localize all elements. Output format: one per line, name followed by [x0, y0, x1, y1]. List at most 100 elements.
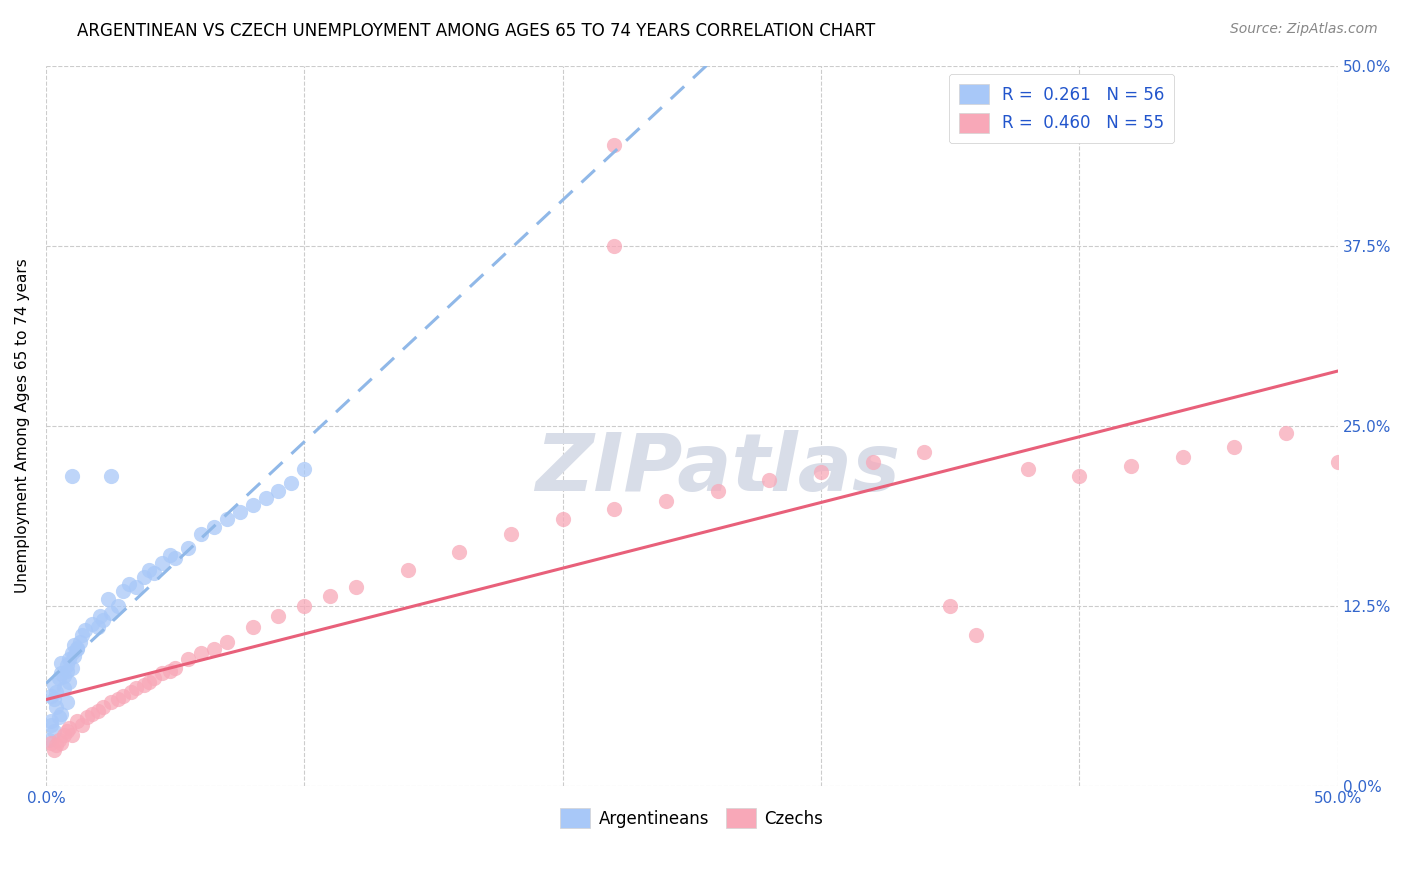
Point	[706, 483, 728, 498]
Point	[60, 646, 83, 660]
Text: ARGENTINEAN VS CZECH UNEMPLOYMENT AMONG AGES 65 TO 74 YEARS CORRELATION CHART: ARGENTINEAN VS CZECH UNEMPLOYMENT AMONG …	[77, 22, 876, 40]
Point	[53, 681, 76, 695]
Point	[73, 624, 96, 638]
Point	[86, 704, 108, 718]
Point	[551, 512, 574, 526]
Point	[125, 681, 148, 695]
Point	[53, 728, 76, 742]
Point	[120, 685, 142, 699]
Point	[939, 599, 962, 613]
Point	[202, 642, 225, 657]
Point	[603, 238, 626, 252]
Point	[82, 617, 104, 632]
Point	[89, 608, 111, 623]
Point	[55, 664, 77, 678]
Point	[396, 563, 419, 577]
Point	[51, 666, 73, 681]
Point	[449, 545, 471, 559]
Point	[100, 606, 122, 620]
Point	[138, 563, 160, 577]
Point	[60, 469, 83, 483]
Point	[267, 608, 290, 623]
Point	[242, 620, 264, 634]
Text: ZIPatlas: ZIPatlas	[536, 430, 900, 508]
Point	[319, 589, 342, 603]
Point	[159, 549, 181, 563]
Point	[66, 714, 89, 728]
Point	[159, 664, 181, 678]
Point	[215, 634, 238, 648]
Point	[51, 706, 73, 721]
Point	[1326, 455, 1348, 469]
Point	[42, 692, 65, 706]
Point	[112, 584, 135, 599]
Point	[66, 640, 89, 655]
Point	[63, 649, 86, 664]
Point	[117, 577, 139, 591]
Point	[97, 591, 120, 606]
Point	[228, 505, 250, 519]
Point	[55, 724, 77, 739]
Point	[1017, 462, 1039, 476]
Point	[125, 580, 148, 594]
Point	[86, 620, 108, 634]
Point	[150, 666, 173, 681]
Point	[215, 512, 238, 526]
Point	[58, 652, 80, 666]
Point	[165, 551, 187, 566]
Point	[48, 671, 70, 685]
Point	[91, 613, 114, 627]
Point	[60, 661, 83, 675]
Point	[134, 570, 156, 584]
Point	[45, 739, 67, 753]
Point	[143, 566, 166, 580]
Point	[862, 455, 884, 469]
Point	[82, 706, 104, 721]
Point	[603, 502, 626, 516]
Point	[603, 137, 626, 152]
Point	[45, 699, 67, 714]
Point	[912, 444, 935, 458]
Point	[655, 493, 678, 508]
Point	[42, 678, 65, 692]
Point	[965, 627, 987, 641]
Point	[39, 735, 62, 749]
Point	[63, 638, 86, 652]
Point	[758, 474, 780, 488]
Point	[280, 476, 302, 491]
Point	[177, 652, 200, 666]
Point	[42, 743, 65, 757]
Point	[150, 556, 173, 570]
Point	[53, 669, 76, 683]
Point	[51, 657, 73, 671]
Point	[267, 483, 290, 498]
Point	[107, 692, 129, 706]
Point	[1069, 469, 1091, 483]
Point	[55, 657, 77, 672]
Point	[1275, 425, 1298, 440]
Point	[69, 634, 91, 648]
Point	[48, 709, 70, 723]
Point	[190, 646, 212, 660]
Point	[810, 465, 832, 479]
Point	[143, 671, 166, 685]
Point	[1119, 458, 1142, 473]
Legend: Argentineans, Czechs: Argentineans, Czechs	[554, 801, 830, 835]
Point	[292, 462, 315, 476]
Point	[107, 599, 129, 613]
Point	[39, 714, 62, 728]
Point	[70, 627, 93, 641]
Point	[39, 690, 62, 704]
Point	[42, 724, 65, 739]
Point	[51, 735, 73, 749]
Point	[254, 491, 277, 505]
Point	[138, 675, 160, 690]
Point	[58, 675, 80, 690]
Point	[190, 526, 212, 541]
Point	[76, 709, 98, 723]
Point	[100, 695, 122, 709]
Point	[60, 728, 83, 742]
Point	[499, 526, 522, 541]
Point	[165, 661, 187, 675]
Point	[100, 469, 122, 483]
